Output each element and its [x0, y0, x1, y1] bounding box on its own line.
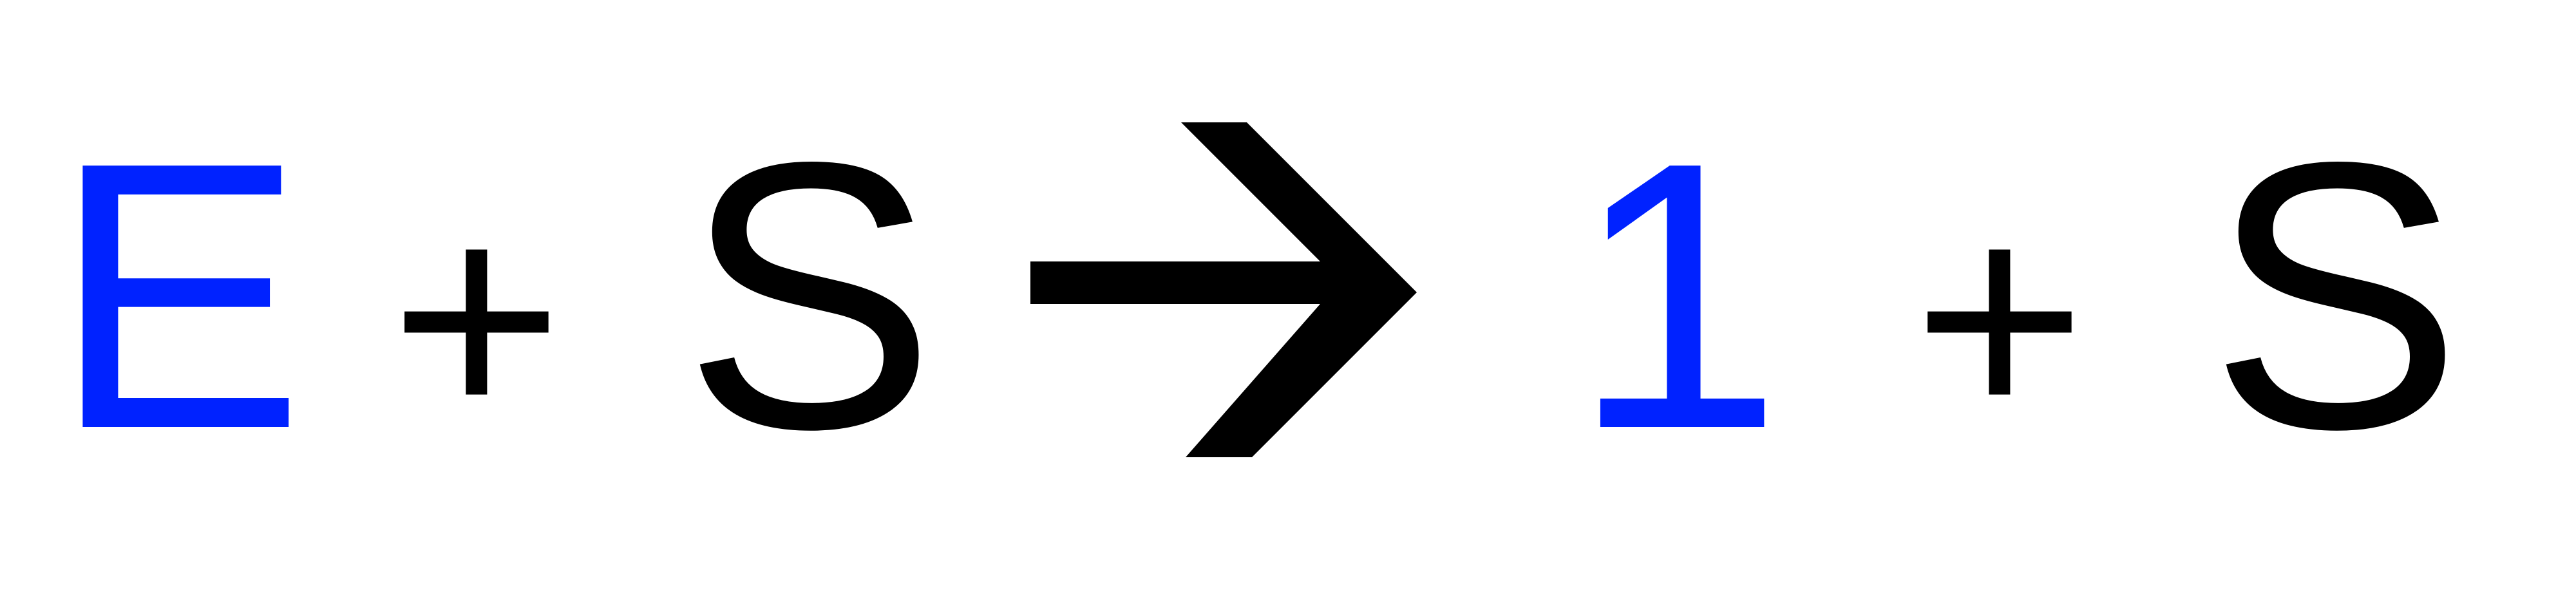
product-s: S — [2209, 84, 2463, 508]
reactant-s: S — [683, 84, 936, 508]
product-1: 1 — [1571, 84, 1783, 508]
reactant-e: E — [52, 84, 305, 508]
right-arrow-icon — [1030, 122, 1417, 457]
plus-operator-1: + — [390, 153, 564, 484]
plus-operator-2: + — [1913, 153, 2087, 484]
arrow-shape — [1030, 122, 1417, 457]
